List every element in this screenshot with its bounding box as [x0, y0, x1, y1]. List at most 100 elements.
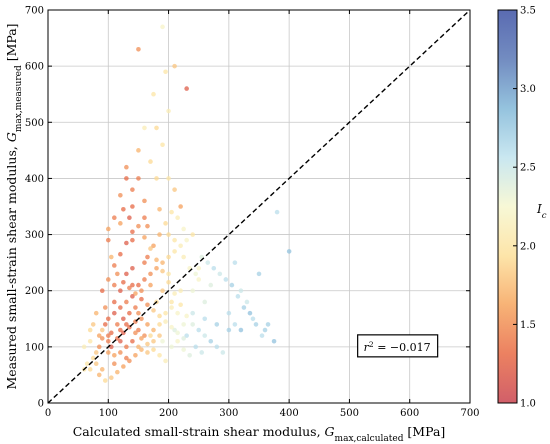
scatter-point — [112, 361, 117, 367]
y-axis-label-unit: [MPa] — [4, 23, 19, 65]
scatter-point — [124, 164, 129, 170]
scatter-point — [118, 288, 123, 294]
scatter-points — [81, 24, 292, 383]
scatter-point — [130, 265, 135, 271]
scatter-point — [166, 108, 171, 114]
scatter-point — [169, 209, 174, 215]
x-tick-label: 200 — [159, 408, 178, 419]
scatter-point — [136, 176, 141, 181]
scatter-point — [235, 294, 241, 299]
scatter-point — [121, 316, 126, 322]
scatter-point — [190, 310, 195, 316]
scatter-point — [163, 221, 168, 226]
scatter-point — [163, 319, 168, 324]
x-axis-label-symbol: G — [325, 424, 335, 439]
scatter-point — [166, 254, 171, 260]
scatter-point — [96, 344, 102, 350]
x-tick-label: 600 — [400, 408, 419, 419]
scatter-point — [118, 251, 123, 257]
scatter-point — [244, 299, 250, 305]
scatter-point — [145, 350, 150, 355]
scatter-point — [208, 338, 214, 344]
scatter-point — [127, 358, 132, 364]
x-axis-label: Calculated small-strain shear modulus, G… — [73, 424, 446, 444]
scatter-point — [181, 226, 186, 232]
scatter-point — [96, 372, 102, 378]
scatter-point — [151, 327, 156, 333]
scatter-point — [139, 347, 144, 352]
scatter-point — [160, 142, 165, 148]
scatter-point — [148, 246, 153, 251]
scatter-point — [133, 291, 138, 296]
colorbar-tick-label: 1.5 — [520, 320, 536, 331]
scatter-point — [121, 364, 126, 369]
scatter-point — [148, 159, 153, 164]
scatter-point — [193, 271, 198, 277]
scatter-point — [102, 378, 108, 383]
scatter-point — [229, 282, 235, 288]
scatter-point — [130, 294, 135, 299]
scatter-point — [112, 263, 117, 268]
colorbar-ticks: 1.0 1.5 2.0 2.5 3.0 3.5 — [513, 6, 536, 410]
scatter-point — [148, 282, 153, 288]
r-squared-symbol: r — [364, 341, 370, 354]
scatter-point — [127, 215, 132, 221]
scatter-point — [130, 204, 135, 209]
scatter-point — [220, 350, 226, 355]
x-axis-label-unit: [MPa] — [403, 424, 445, 439]
scatter-point — [124, 240, 129, 246]
scatter-point — [136, 47, 141, 52]
scatter-point — [160, 260, 165, 265]
scatter-point — [142, 215, 147, 221]
scatter-point — [133, 305, 138, 310]
scatter-point — [223, 277, 229, 282]
scatter-point — [142, 125, 147, 131]
scatter-point — [93, 350, 99, 355]
plot-frame — [47, 9, 471, 404]
scatter-point — [102, 322, 108, 327]
colorbar-tick-label: 3.5 — [520, 6, 536, 17]
scatter-point — [148, 333, 153, 338]
scatter-point — [84, 361, 90, 367]
scatter-point — [178, 302, 183, 308]
scatter-point — [256, 271, 262, 277]
scatter-point — [172, 237, 177, 243]
scatter-point — [130, 282, 135, 288]
scatter-point — [130, 338, 135, 344]
scatter-point — [181, 322, 186, 327]
scatter-point — [115, 369, 120, 375]
scatter-point — [169, 324, 174, 330]
y-tick-label: 300 — [25, 230, 44, 241]
scatter-point — [142, 277, 147, 282]
scatter-point — [196, 265, 202, 271]
x-tick-label: 400 — [280, 408, 299, 419]
scatter-point — [178, 243, 183, 249]
scatter-point — [166, 279, 171, 285]
scatter-point — [184, 86, 189, 91]
scatter-point — [115, 322, 120, 327]
colorbar-label-subscript: c — [542, 211, 547, 221]
scatter-point — [151, 243, 156, 249]
scatter-point — [157, 232, 162, 237]
scatter-point — [124, 344, 129, 350]
scatter-point — [253, 322, 259, 327]
scatter-point — [127, 310, 132, 316]
scatter-point — [247, 310, 253, 316]
scatter-point — [99, 367, 105, 372]
x-tick-label: 300 — [219, 408, 238, 419]
y-tick-label: 700 — [25, 6, 44, 17]
scatter-point — [124, 299, 129, 305]
colorbar-label-symbol: I — [536, 202, 542, 216]
scatter-point — [196, 277, 202, 282]
scatter-point — [105, 316, 111, 322]
scatter-point — [157, 207, 162, 212]
scatter-point — [160, 268, 165, 274]
scatter-point — [136, 310, 141, 316]
r-squared-value: = −0.017 — [374, 341, 431, 354]
scatter-point — [226, 310, 232, 316]
scatter-point — [259, 333, 265, 338]
scatter-point — [109, 375, 114, 381]
scatter-point — [241, 305, 247, 310]
scatter-point — [112, 215, 117, 221]
scatter-point — [136, 223, 141, 229]
